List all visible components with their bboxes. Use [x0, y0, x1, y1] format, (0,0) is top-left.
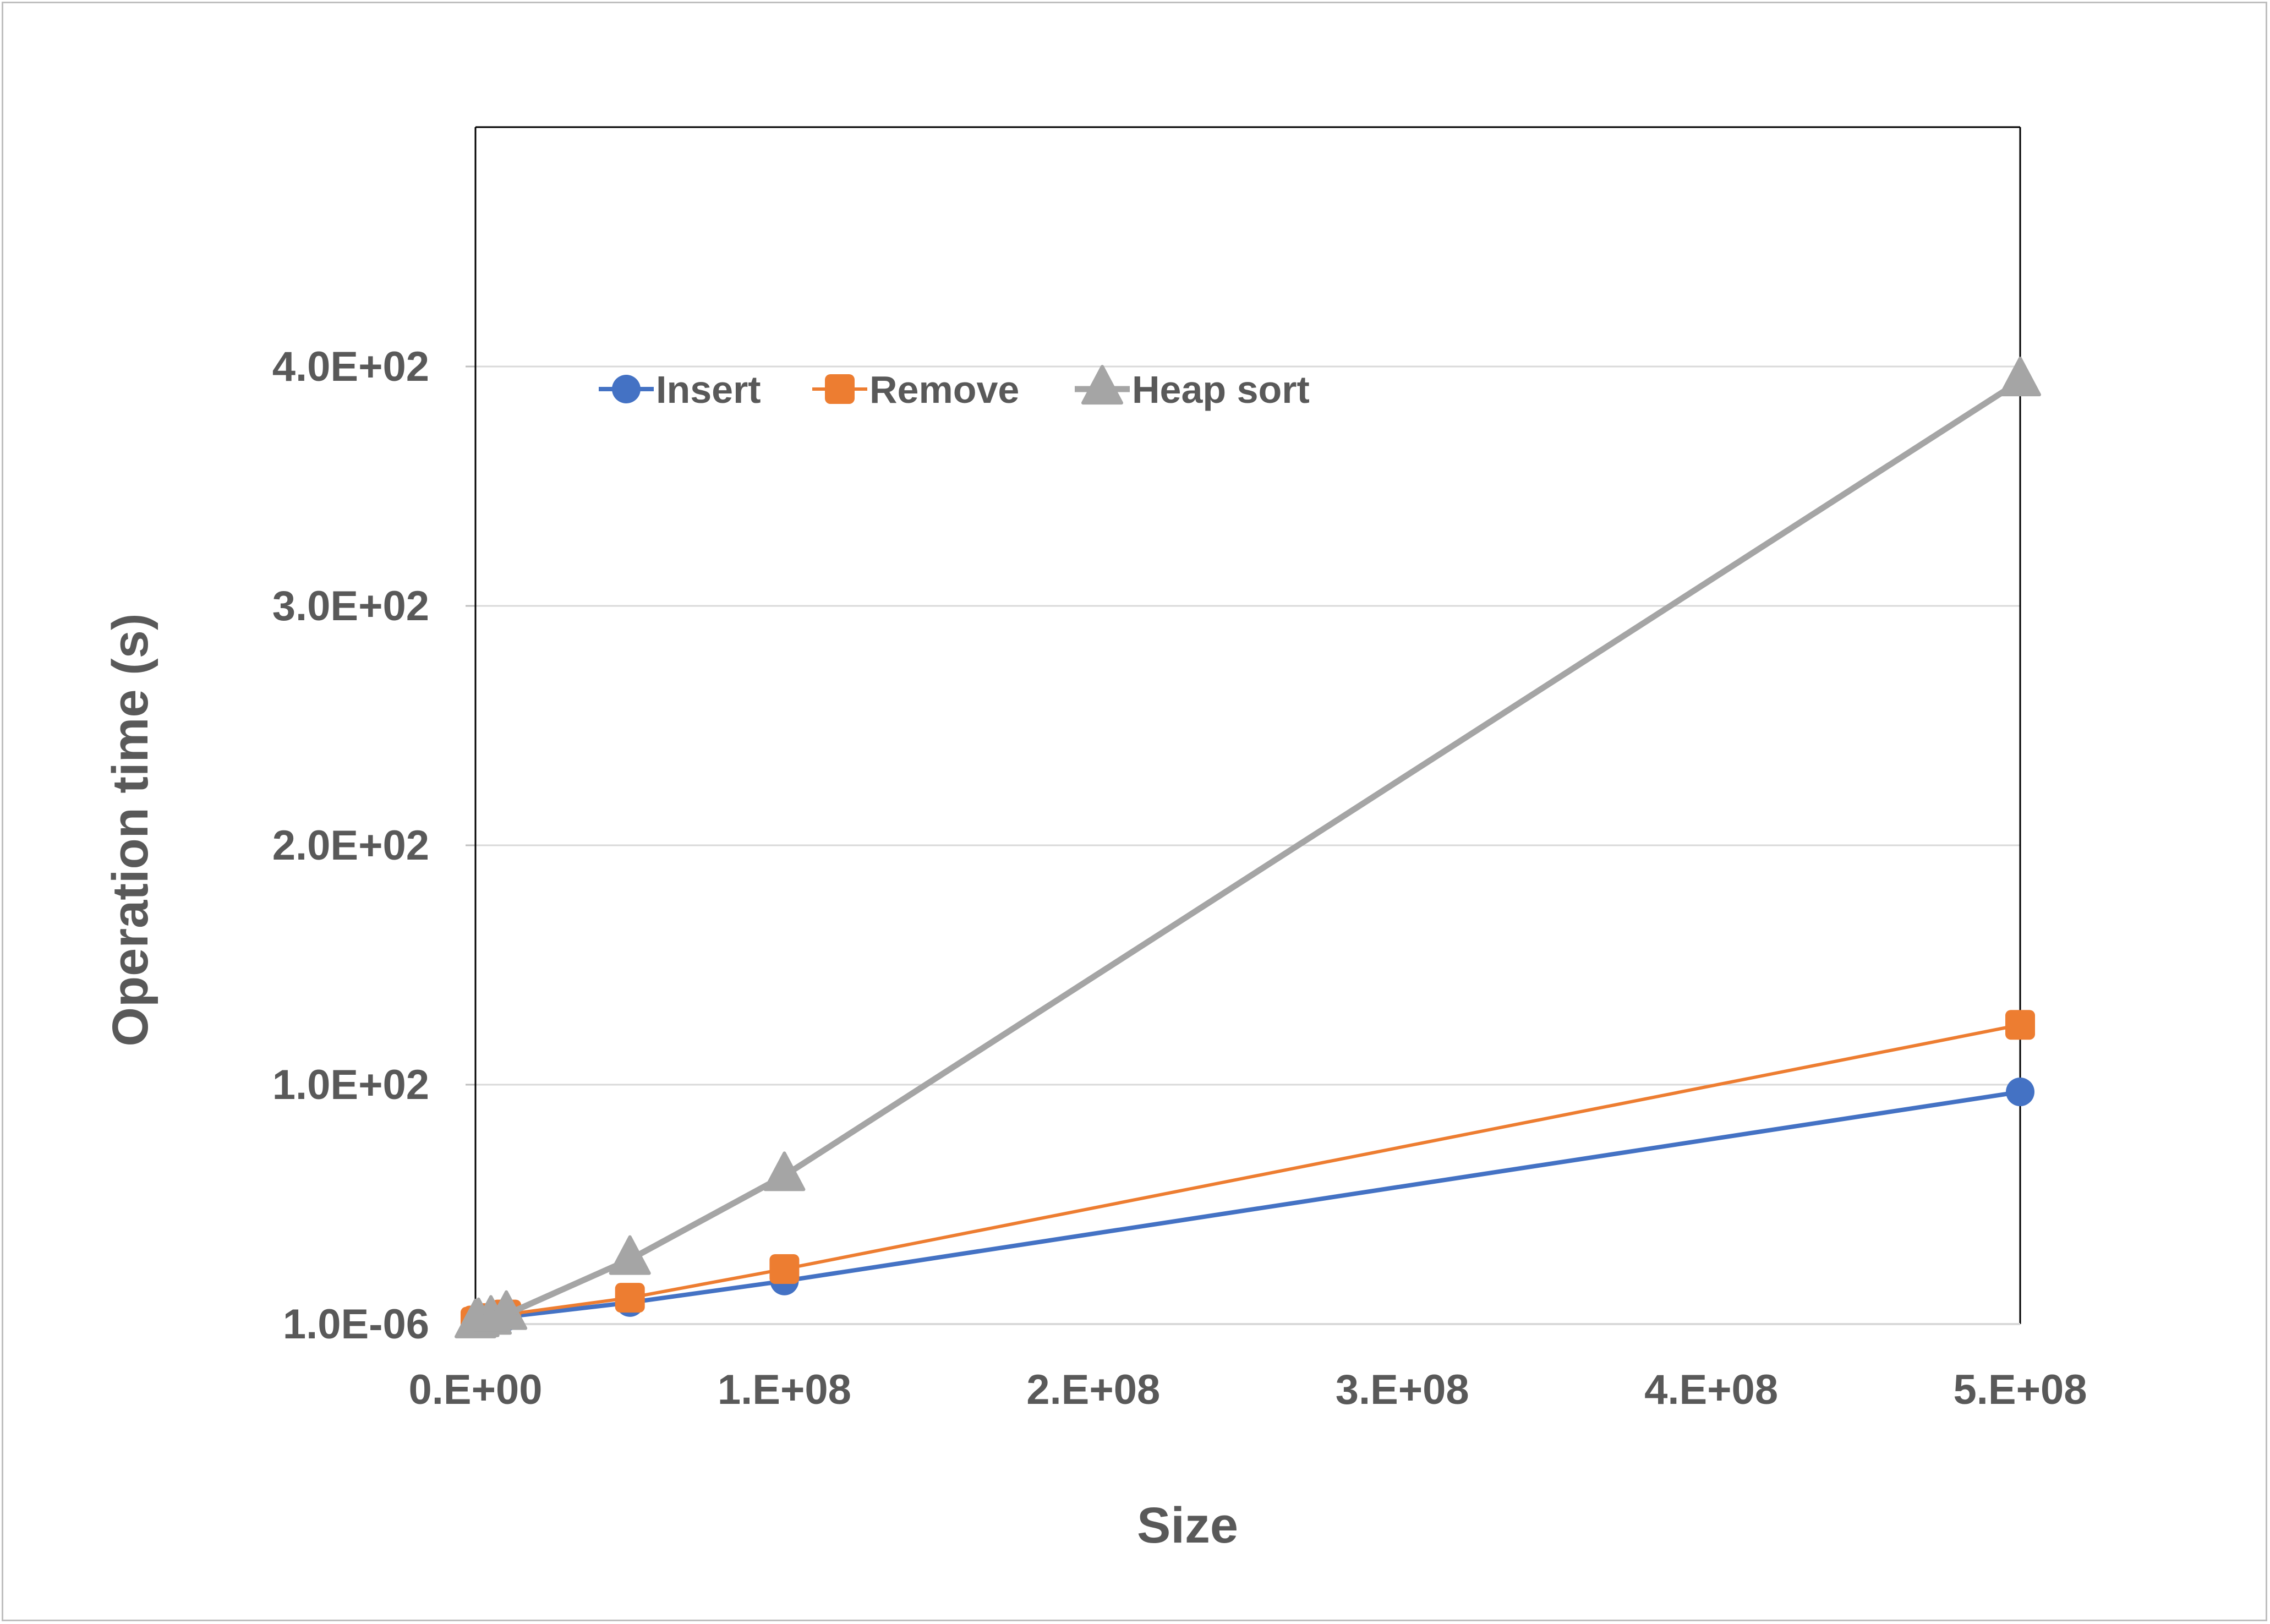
- legend-marker-remove: [825, 374, 855, 404]
- data-point-heap-sort-3: [485, 1290, 528, 1330]
- data-point-heap-sort-6: [1999, 357, 2041, 397]
- series-group: [455, 357, 2041, 1338]
- legend-marker-insert: [612, 375, 641, 403]
- series-line-insert: [473, 1090, 2022, 1325]
- y-tick-labels: 1.0E-06 1.0E+02 2.0E+02 3.0E+02 4.0E+02: [272, 343, 429, 1348]
- data-point-remove-4: [615, 1283, 645, 1313]
- y-axis-title: Operation time (s): [102, 613, 158, 1046]
- x-tick-label-3: 3.E+08: [1336, 1366, 1469, 1413]
- series-line-heap-sort: [472, 378, 2023, 1326]
- x-tick-labels: 0.E+00 1.E+08 2.E+08 3.E+08 4.E+08 5.E+08: [409, 1366, 2087, 1413]
- x-tick-label-1: 1.E+08: [718, 1366, 851, 1413]
- legend-label-remove: Remove: [869, 368, 1019, 411]
- y-tick-label-0: 1.0E-06: [283, 1301, 429, 1348]
- legend-marker-heap-sort: [1081, 365, 1123, 405]
- data-point-remove-6: [2005, 1010, 2035, 1040]
- y-tick-label-2: 2.0E+02: [272, 822, 429, 869]
- legend-label-heap-sort: Heap sort: [1132, 368, 1310, 411]
- y-tick-label-4: 4.0E+02: [272, 343, 429, 390]
- y-tick-label-1: 1.0E+02: [272, 1062, 429, 1108]
- data-point-remove-5: [769, 1254, 800, 1284]
- series-line-remove: [474, 1023, 2022, 1324]
- gridlines: [475, 365, 2020, 1086]
- y-tick-label-3: 3.0E+02: [272, 583, 429, 630]
- x-tick-label-4: 4.E+08: [1644, 1366, 1778, 1413]
- data-point-heap-sort-5: [763, 1151, 806, 1191]
- axes: [466, 126, 2021, 1325]
- x-tick-label-2: 2.E+08: [1026, 1366, 1160, 1413]
- legend: Insert Remove Heap sort: [599, 365, 1310, 411]
- data-point-heap-sort-4: [609, 1235, 651, 1275]
- x-axis-title: Size: [1137, 1497, 1238, 1554]
- data-point-insert-6: [2006, 1078, 2034, 1107]
- legend-label-insert: Insert: [656, 368, 761, 411]
- x-tick-label-5: 5.E+08: [1954, 1366, 2087, 1413]
- x-tick-label-0: 0.E+00: [409, 1366, 543, 1413]
